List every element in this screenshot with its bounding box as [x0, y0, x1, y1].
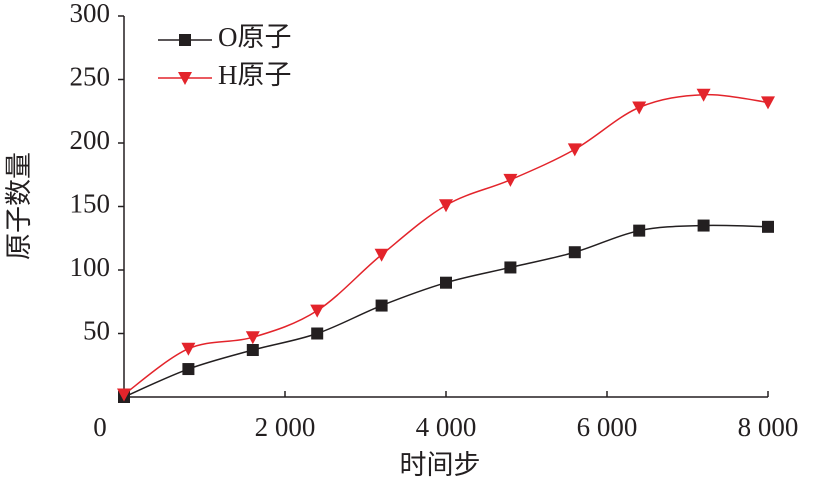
- point: [311, 327, 324, 340]
- y-tick-label: 50: [83, 316, 110, 346]
- legend-label: O原子: [218, 22, 292, 52]
- line: [123, 224, 769, 398]
- x-tick-label: 0: [93, 412, 107, 442]
- point: [245, 331, 260, 345]
- point: [696, 88, 711, 102]
- point: [632, 101, 647, 115]
- legend-marker: [178, 72, 192, 85]
- y-tick-label: 200: [70, 125, 111, 155]
- point: [762, 220, 774, 233]
- point: [439, 199, 453, 213]
- point: [246, 344, 259, 357]
- y-tick-label: 250: [70, 62, 111, 92]
- point: [374, 248, 389, 262]
- x-tick-label: 6 000: [577, 412, 638, 442]
- legend-label: H原子: [218, 60, 292, 90]
- point: [375, 299, 388, 312]
- point: [567, 143, 582, 157]
- point: [310, 304, 325, 318]
- line: [123, 93, 769, 396]
- x-tick-label: 4 000: [416, 412, 477, 442]
- point: [117, 388, 131, 402]
- point: [503, 173, 518, 187]
- point: [697, 219, 710, 232]
- x-axis-label: 时间步: [400, 450, 481, 480]
- legend-marker: [179, 34, 191, 46]
- y-tick-label: 150: [70, 189, 111, 219]
- point: [181, 342, 196, 356]
- point: [761, 96, 775, 110]
- point: [504, 261, 517, 274]
- point: [633, 224, 646, 237]
- y-axis-label: 原子数量: [4, 152, 34, 260]
- y-tick-label: 100: [70, 252, 111, 282]
- x-tick-label: 8 000: [738, 412, 799, 442]
- y-tick-label: 300: [70, 0, 111, 28]
- x-tick-label: 2 000: [255, 412, 316, 442]
- point: [182, 363, 195, 376]
- point: [568, 246, 581, 259]
- point: [440, 276, 452, 289]
